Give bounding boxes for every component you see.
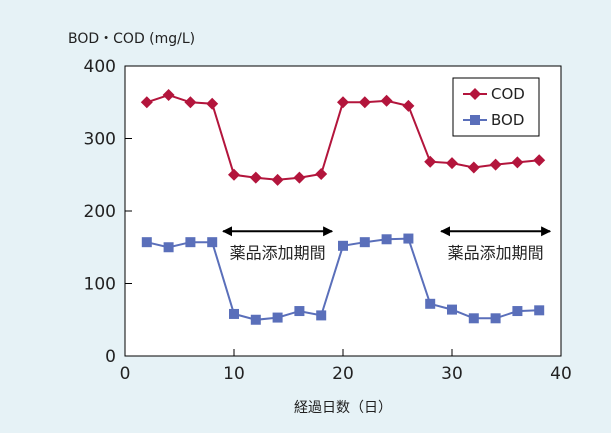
cod-point [358, 96, 371, 109]
y-tick-label: 200 [84, 202, 116, 222]
y-axis-title: BOD・COD (mg/L) [68, 31, 195, 47]
cod-point [140, 96, 153, 109]
cod-point [293, 171, 306, 184]
bod-point [447, 304, 457, 315]
period-label: 薬品添加期間 [230, 243, 326, 262]
cod-point [271, 173, 284, 186]
bod-point [163, 242, 174, 253]
legend-box [452, 77, 540, 137]
bod-point [250, 314, 261, 325]
cod-point [533, 154, 546, 167]
bod-point [512, 306, 523, 317]
cod-point [467, 161, 480, 174]
y-tick-label: 400 [84, 57, 116, 77]
x-tick-label: 20 [332, 364, 354, 384]
cod-point [228, 168, 240, 181]
period-label-bg [436, 241, 555, 264]
x-tick-label: 30 [441, 364, 463, 384]
cod-point [424, 155, 437, 168]
bod-point [272, 312, 283, 323]
x-tick-label: 10 [223, 364, 245, 384]
bod-point [229, 308, 239, 319]
bod-point [381, 234, 392, 245]
legend-label: COD [491, 85, 525, 103]
cod-point [402, 99, 415, 112]
cod-point [489, 158, 502, 171]
legend-label: BOD [491, 111, 524, 129]
bod-point [338, 240, 348, 251]
cod-point [184, 96, 197, 109]
legend-marker [469, 88, 481, 100]
bod-point [294, 306, 305, 317]
bod-point [534, 305, 545, 316]
cod-point [337, 96, 349, 109]
period-label: 薬品添加期間 [448, 243, 544, 262]
bod-point [141, 237, 152, 248]
cod-point [446, 157, 458, 170]
bod-point [185, 237, 196, 248]
bod-point [425, 298, 436, 309]
bod-point [316, 310, 327, 321]
bod-point [207, 237, 218, 248]
cod-point [162, 89, 175, 101]
cod-point [249, 171, 262, 184]
cod-point [380, 94, 393, 107]
x-tick-label: 0 [120, 364, 131, 384]
period-label-bg [218, 241, 337, 264]
cod-point [511, 156, 524, 169]
x-tick-label: 40 [550, 364, 572, 384]
y-tick-label: 100 [84, 275, 116, 295]
bod-point [490, 313, 501, 324]
x-axis-title: 経過日数（日） [294, 400, 392, 416]
cod-point [315, 168, 328, 181]
legend-marker [470, 115, 480, 125]
y-tick-label: 0 [105, 347, 116, 367]
cod-point [206, 97, 219, 110]
y-tick-label: 300 [84, 130, 116, 150]
bod-point [359, 237, 370, 248]
bod-point [468, 313, 479, 324]
bod-point [403, 233, 414, 244]
